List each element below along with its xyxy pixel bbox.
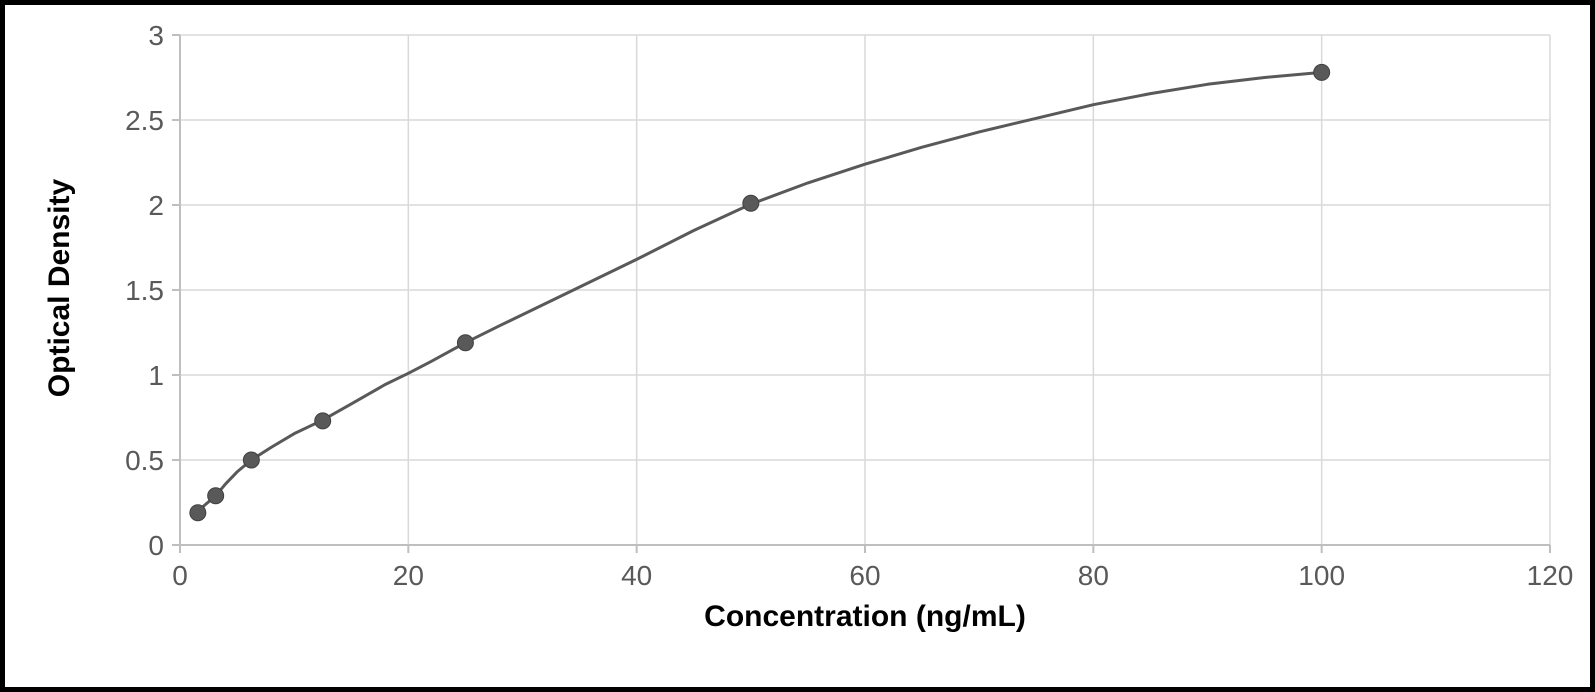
y-tick-label: 3	[148, 20, 164, 51]
x-tick-label: 60	[849, 560, 880, 591]
x-tick-label: 0	[172, 560, 188, 591]
y-tick-label: 1.5	[125, 275, 164, 306]
data-point	[457, 335, 473, 351]
x-axis-label: Concentration (ng/mL)	[180, 600, 1550, 634]
y-tick-label: 1	[148, 360, 164, 391]
data-point	[208, 488, 224, 504]
x-tick-label: 20	[393, 560, 424, 591]
x-tick-label: 40	[621, 560, 652, 591]
data-point	[190, 505, 206, 521]
y-tick-label: 0	[148, 530, 164, 561]
y-tick-label: 2	[148, 190, 164, 221]
x-tick-label: 80	[1078, 560, 1109, 591]
x-tick-label: 120	[1527, 560, 1574, 591]
chart-canvas: 0 20 40 60 80 100 120 0 0.5 1 1.5 2 2.5 3	[5, 5, 1590, 687]
data-point	[1314, 64, 1330, 80]
chart-frame: 0 20 40 60 80 100 120 0 0.5 1 1.5 2 2.5 3 Optical Den…	[0, 0, 1595, 692]
y-tick-label: 0.5	[125, 445, 164, 476]
data-point	[743, 195, 759, 211]
data-point	[315, 413, 331, 429]
y-axis-label: Optical Density	[43, 33, 77, 543]
y-tick-label: 2.5	[125, 105, 164, 136]
x-tick-label: 100	[1298, 560, 1345, 591]
data-point	[243, 452, 259, 468]
